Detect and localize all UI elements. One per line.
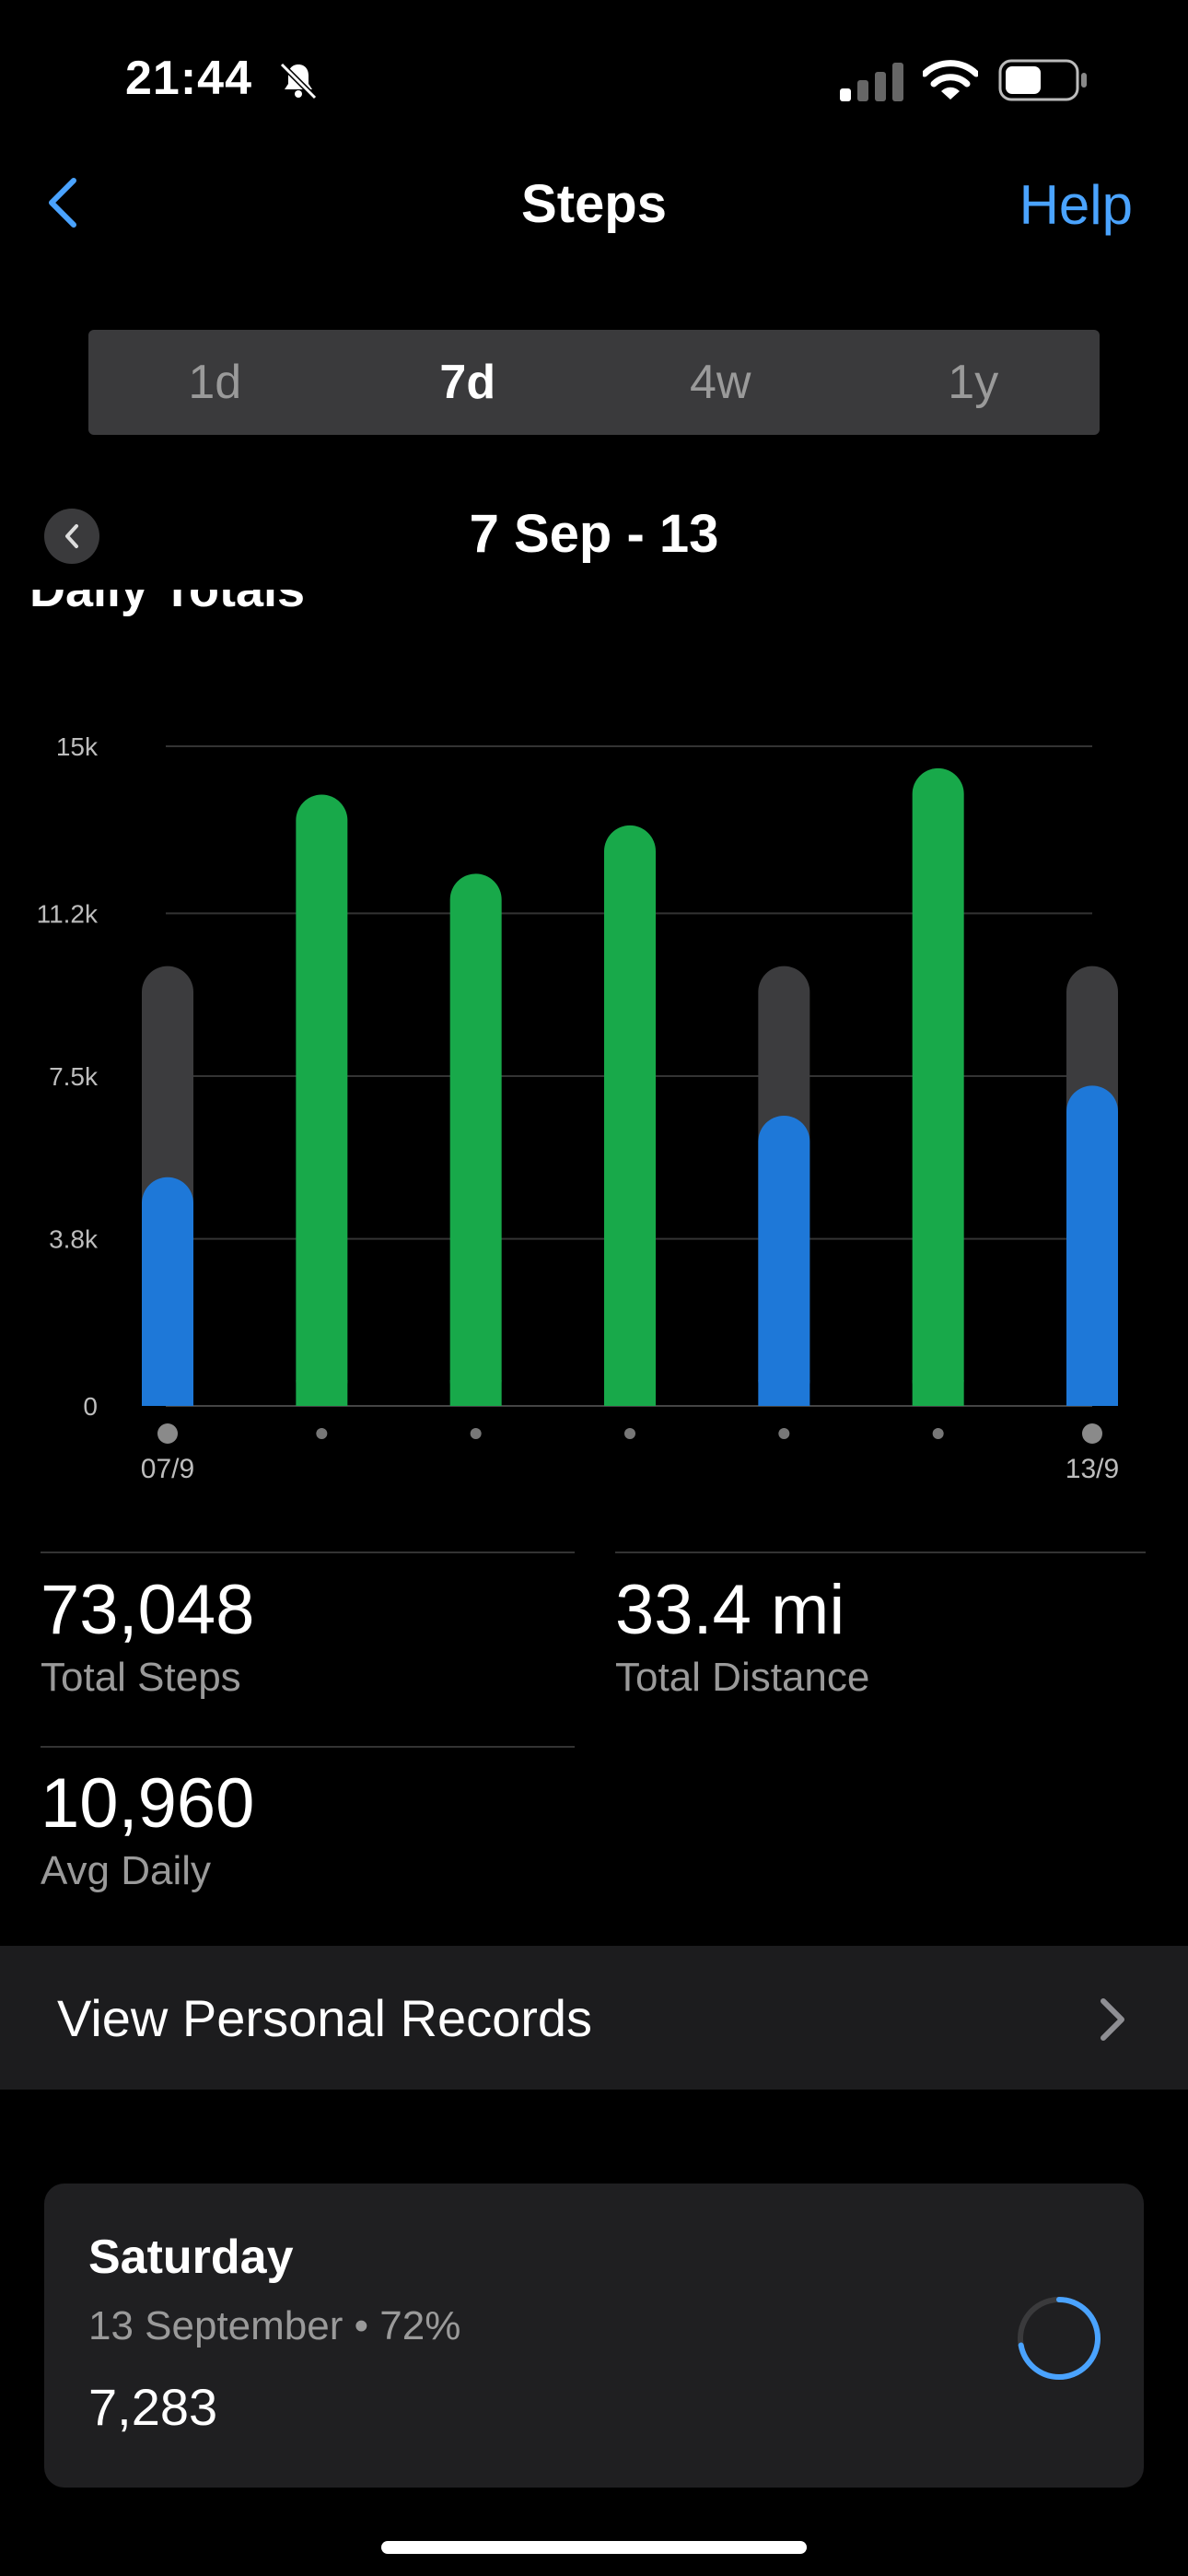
bar-base: [758, 1380, 810, 1406]
day-subtitle: 13 September • 72%: [88, 2303, 461, 2348]
bar-base: [449, 1380, 502, 1406]
total-distance-label: Total Distance: [615, 1655, 870, 1700]
bar-12/9: [912, 767, 964, 1406]
total-steps-value: 73,048: [41, 1571, 255, 1649]
period-segmented-control: 1d 7d 4w 1y: [88, 330, 1100, 435]
chevron-left-icon: [65, 524, 78, 548]
avg-daily-label: Avg Daily: [41, 1848, 212, 1893]
y-tick-label: 3.8k: [49, 1225, 99, 1254]
x-tick-label: 07/9: [141, 1454, 194, 1484]
x-tick-label: 13/9: [1066, 1454, 1119, 1484]
divider: [41, 1746, 575, 1748]
segment-7d[interactable]: 7d: [439, 356, 496, 409]
bar-base: [296, 1380, 348, 1406]
y-tick-label: 11.2k: [37, 899, 99, 928]
divider: [41, 1551, 575, 1553]
avg-daily-value: 10,960: [41, 1764, 255, 1843]
chevron-right-icon: [1101, 1998, 1124, 2041]
segment-4w[interactable]: 4w: [690, 356, 751, 409]
bar-13/9: [1066, 1085, 1118, 1406]
day-steps: 7,283: [88, 2378, 218, 2436]
section-title-text: Daily Totals: [29, 590, 306, 617]
x-tick-dot: [316, 1428, 328, 1439]
bar-base: [1066, 1380, 1118, 1406]
view-personal-records-row[interactable]: [0, 1946, 1188, 2090]
bar-11/9: [758, 1115, 810, 1406]
segment-1y[interactable]: 1y: [948, 356, 999, 409]
bar-09/9: [449, 873, 502, 1406]
bar-08/9: [296, 794, 348, 1406]
help-button[interactable]: Help: [1019, 174, 1133, 236]
segment-1d[interactable]: 1d: [188, 356, 242, 409]
total-steps-label: Total Steps: [41, 1655, 241, 1700]
y-tick-label: 0: [83, 1392, 98, 1421]
bar-base: [912, 1380, 964, 1406]
home-indicator: [381, 2541, 807, 2554]
section-title: Daily Totals: [29, 590, 305, 645]
cellular-signal-icon: [840, 63, 903, 101]
bar-07/9: [142, 1177, 193, 1406]
battery-icon: [998, 59, 1087, 101]
date-range: 7 Sep - 13: [469, 504, 719, 564]
bell-muted-icon: [279, 62, 318, 100]
divider: [615, 1551, 1146, 1553]
page-title: Steps: [521, 174, 667, 234]
x-tick-dot: [932, 1428, 944, 1439]
back-chevron-icon[interactable]: [42, 175, 85, 230]
wifi-icon: [923, 60, 978, 100]
x-tick-dot: [778, 1428, 790, 1439]
daily-steps-chart: 0 3.8k 7.5k 11.2k 15k 07/9 13/9: [37, 732, 1120, 1484]
x-tick-dot: [157, 1423, 178, 1444]
day-title: Saturday: [88, 2231, 294, 2284]
bar-10/9: [604, 825, 656, 1406]
total-distance-value: 33.4 mi: [615, 1571, 845, 1649]
view-personal-records-label: View Personal Records: [57, 1989, 593, 2047]
previous-range-button[interactable]: [44, 509, 99, 564]
day-summary-card[interactable]: [44, 2184, 1144, 2488]
bar-base: [604, 1380, 656, 1406]
status-time: 21:44: [125, 52, 252, 105]
y-tick-label: 7.5k: [49, 1062, 99, 1091]
x-tick-dot: [1082, 1423, 1102, 1444]
x-tick-dot: [470, 1428, 482, 1439]
progress-ring: [1018, 2297, 1101, 2380]
y-tick-label: 15k: [56, 732, 99, 761]
x-tick-dot: [624, 1428, 635, 1439]
bar-base: [142, 1380, 193, 1406]
